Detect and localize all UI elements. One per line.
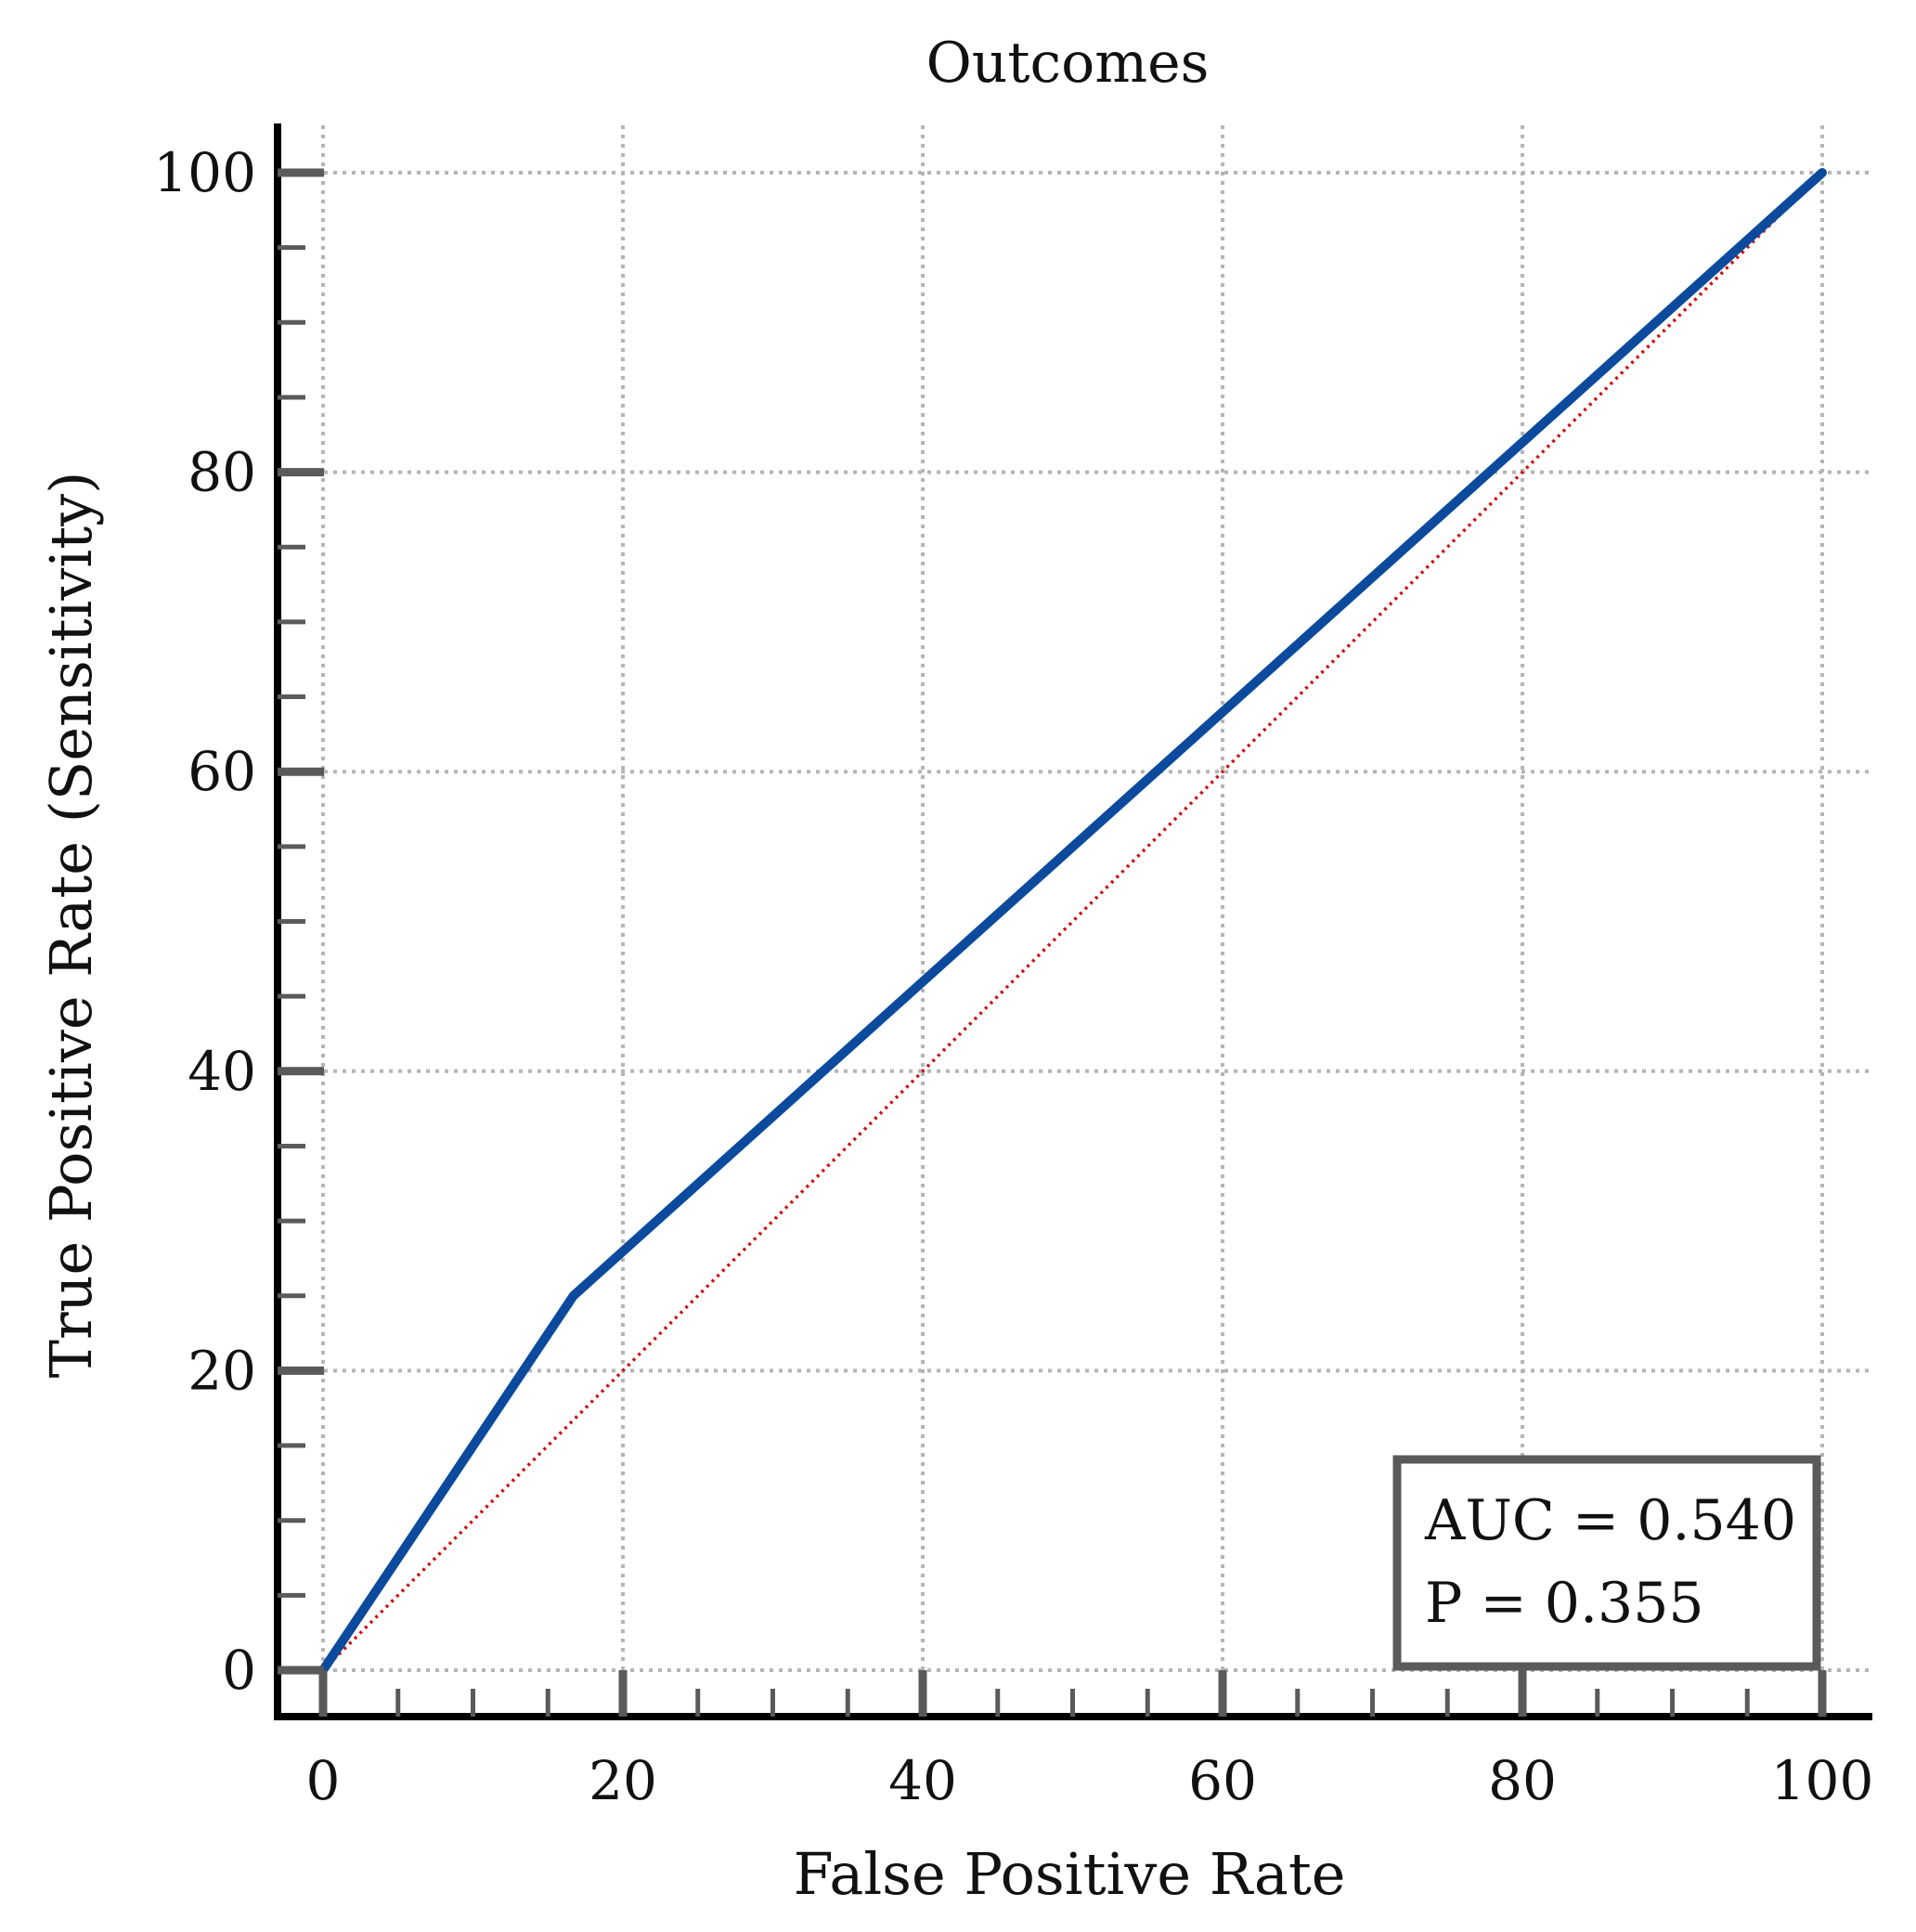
x-tick-label: 20 bbox=[589, 1749, 657, 1812]
y-axis-title: True Positive Rate (Sensitivity) bbox=[37, 472, 105, 1379]
x-tick-label: 40 bbox=[888, 1749, 957, 1812]
stats-legend-border bbox=[1392, 1455, 1821, 1671]
y-tick-label: 80 bbox=[188, 441, 256, 504]
roc-layer bbox=[318, 168, 1827, 1675]
y-tick-label: 100 bbox=[153, 141, 256, 204]
p-value: P = 0.355 bbox=[1425, 1571, 1704, 1636]
x-tick-label: 80 bbox=[1488, 1749, 1557, 1812]
x-axis-title: False Positive Rate bbox=[794, 1840, 1346, 1908]
y-tick-label: 20 bbox=[188, 1339, 256, 1402]
y-tick-label: 0 bbox=[222, 1639, 256, 1702]
auc-value: AUC = 0.540 bbox=[1424, 1488, 1796, 1553]
tick-labels: 0 20 40 60 80 100 0 20 40 60 80 100 bbox=[153, 141, 1873, 1812]
x-tick-label: 100 bbox=[1771, 1749, 1874, 1812]
x-tick-label: 60 bbox=[1188, 1749, 1257, 1812]
stats-legend: AUC = 0.540 P = 0.355 bbox=[1392, 1455, 1821, 1671]
x-tick-label: 0 bbox=[306, 1749, 341, 1812]
tick-marks bbox=[278, 168, 1827, 1717]
y-tick-label: 40 bbox=[188, 1040, 256, 1103]
reference-layer bbox=[321, 171, 1824, 1672]
reference-line bbox=[321, 171, 1824, 1672]
roc-curve-line bbox=[318, 168, 1827, 1675]
chart-title: Outcomes bbox=[926, 31, 1210, 96]
y-tick-label: 60 bbox=[188, 740, 256, 803]
